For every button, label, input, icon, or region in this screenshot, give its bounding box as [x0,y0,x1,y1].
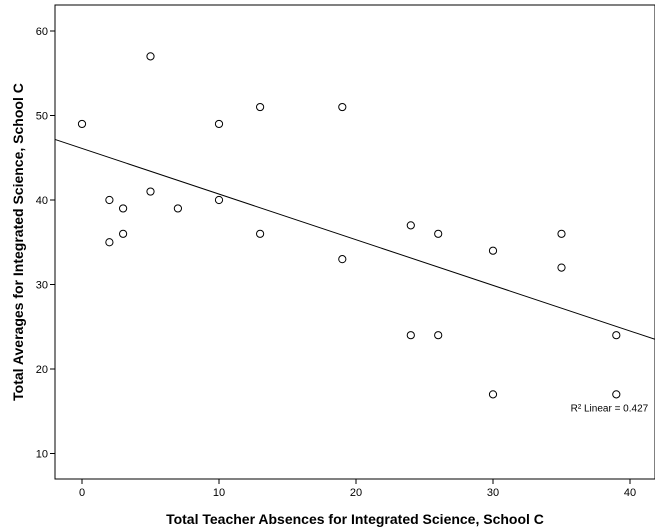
r2-annotation: R² Linear = 0.427 [571,403,649,414]
data-point [338,102,347,112]
data-point [488,246,498,255]
y-axis: 10 20 30 40 50 60 [36,26,55,461]
linear-fit-line [54,138,655,340]
data-point [488,390,498,399]
plot-area [54,4,655,480]
data-point [214,195,224,205]
data-point [557,263,566,272]
data-point [256,229,265,238]
data-point [612,390,621,399]
y-tick-label: 50 [36,111,48,123]
data-point [105,238,114,247]
data-point [434,331,443,340]
x-axis: 0 10 20 30 40 [79,479,636,499]
data-point [146,52,155,61]
x-tick-label: 30 [487,487,499,499]
x-axis-title: Total Teacher Absences for Integrated Sc… [166,511,544,527]
data-point [173,204,182,213]
data-point [119,204,128,213]
x-tick-label: 20 [350,487,362,499]
x-tick-label: 10 [213,487,225,499]
y-axis-title: Total Averages for Integrated Science, S… [10,83,26,401]
y-tick-label: 60 [36,26,48,38]
data-point [612,331,621,340]
data-point [105,195,114,205]
data-point [146,187,155,196]
y-tick-label: 30 [36,280,48,292]
data-point [77,119,87,129]
y-tick-label: 40 [36,195,48,207]
data-point [338,255,347,264]
data-point [434,229,443,238]
data-point [256,102,265,112]
data-point [406,221,415,230]
data-point [406,331,415,340]
x-tick-label: 40 [624,487,636,499]
data-point [119,229,128,238]
y-tick-label: 20 [36,364,48,376]
data-point [557,229,566,238]
data-points [77,52,621,399]
y-tick-label: 10 [36,449,48,461]
x-tick-label: 0 [79,487,85,499]
data-point [214,119,224,129]
